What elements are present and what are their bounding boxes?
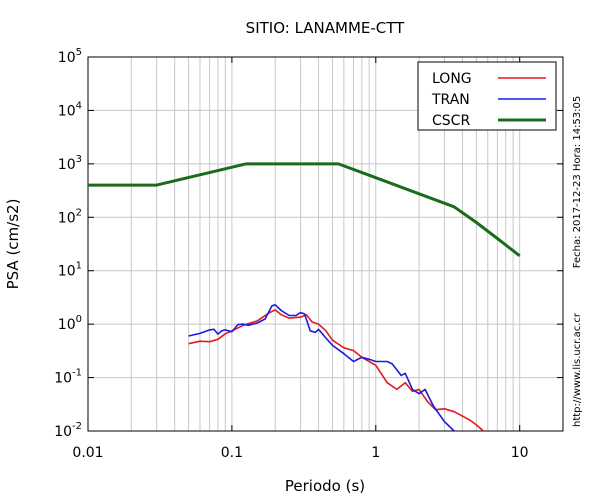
x-tick-label: 10 (511, 445, 529, 461)
y-axis-label: PSA (cm/s2) (4, 199, 22, 290)
axis-ticks: 0.01 0.1 1 10 10-2 10-1 100 101 102 103 104 105 (54, 47, 563, 461)
y-tick-label: 10-2 (54, 421, 82, 440)
x-axis-label: Periodo (s) (285, 477, 365, 495)
x-tick-label: 1 (371, 445, 380, 461)
y-tick-label: 10-1 (54, 368, 82, 387)
y-tick-label: 103 (58, 154, 82, 173)
chart-title: SITIO: LANAMME-CTT (246, 19, 405, 37)
series-line-cscr (88, 162, 521, 257)
y-tick-label: 100 (58, 314, 82, 333)
series-line-tran (188, 304, 455, 431)
x-tick-label: 0.01 (72, 445, 103, 461)
series-line-long (188, 309, 484, 431)
y-tick-label: 105 (58, 47, 82, 66)
y-tick-label: 104 (58, 100, 82, 119)
legend: LONG TRAN CSCR (417, 61, 557, 131)
date-stamp: Fecha: 2017-12-23 Hora: 14:53:05 (572, 96, 583, 269)
series-lines (88, 162, 521, 431)
x-tick-label: 0.1 (221, 445, 243, 461)
plot-frame (87, 56, 564, 432)
y-tick-label: 101 (58, 261, 82, 280)
legend-label-long: LONG (432, 71, 472, 87)
y-tick-label: 102 (58, 207, 82, 226)
legend-label-cscr: CSCR (432, 113, 470, 129)
legend-label-tran: TRAN (431, 92, 470, 108)
source-url: http://www.lis.ucr.ac.cr (572, 312, 583, 427)
